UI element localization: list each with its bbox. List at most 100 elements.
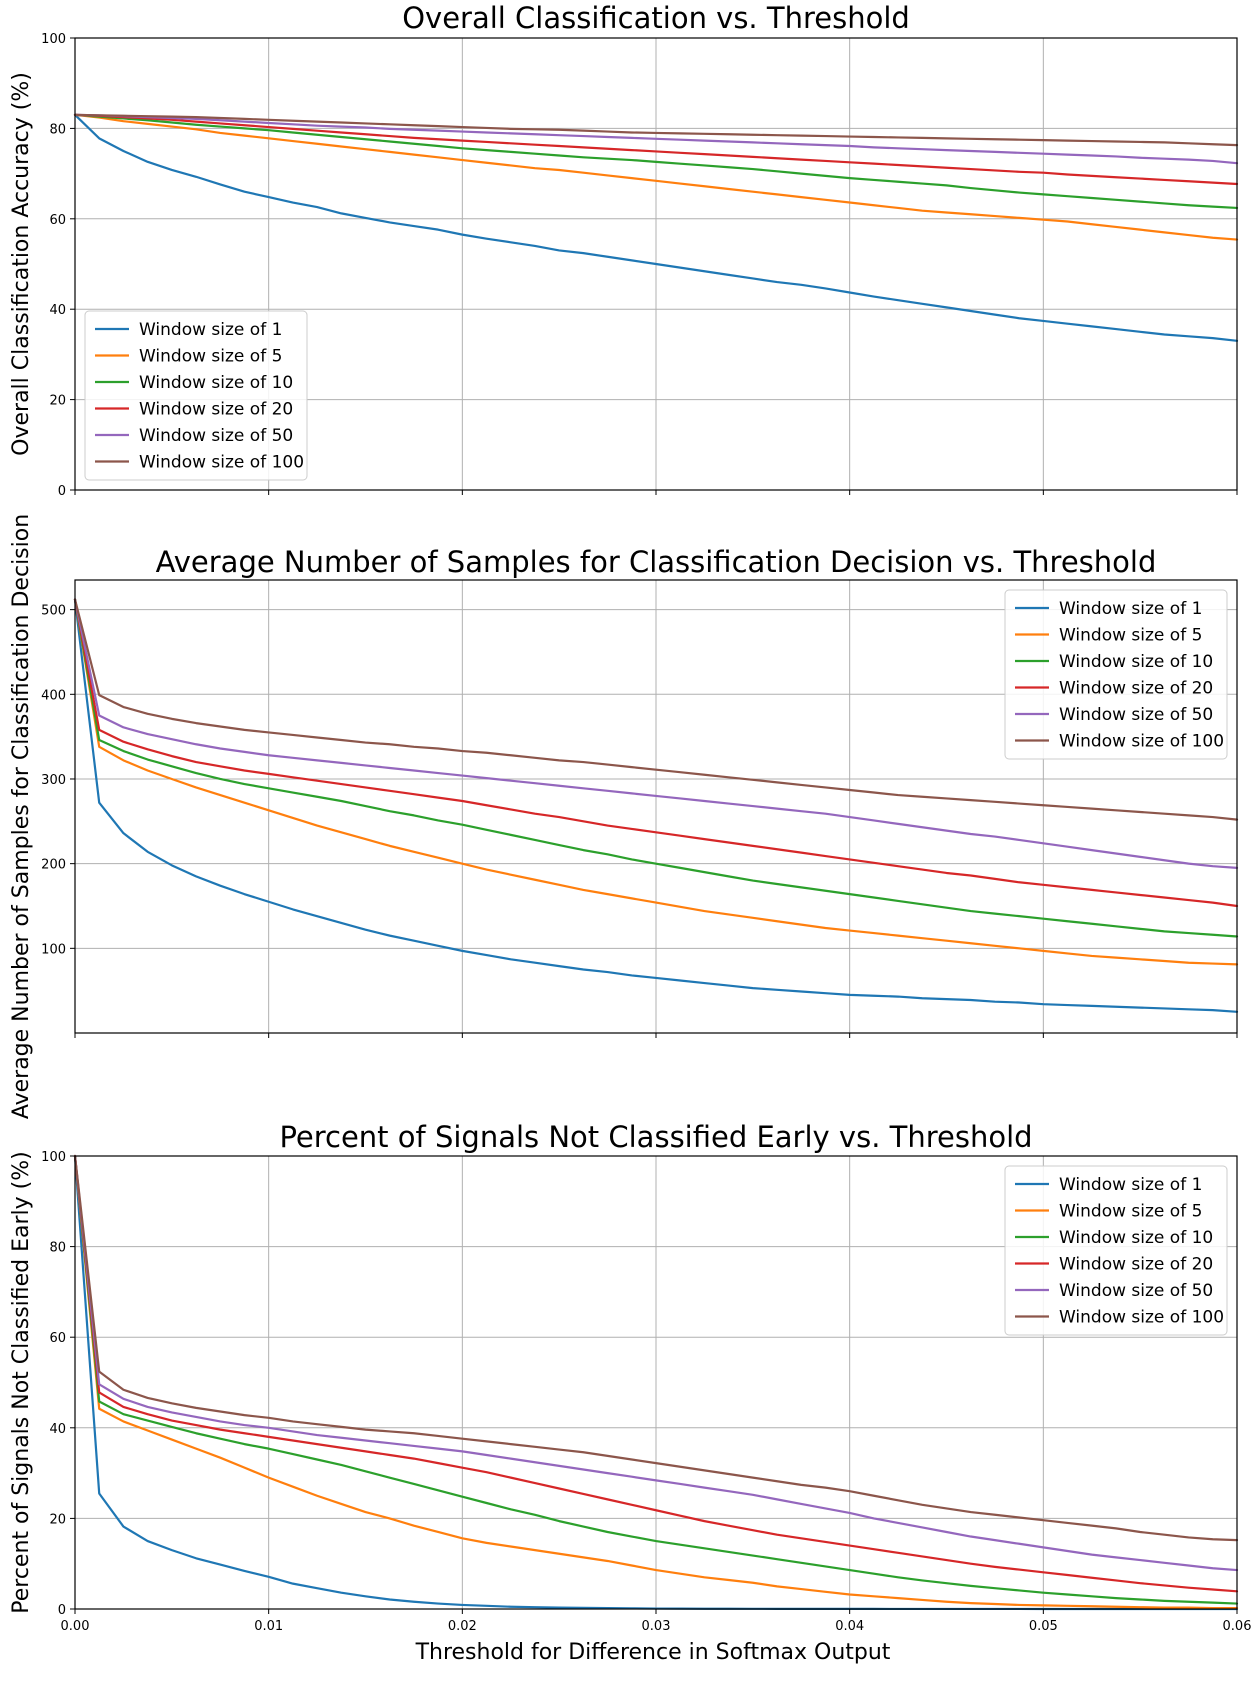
legend-item: Window size of 100	[1015, 732, 1224, 752]
y-tick-label: 300	[41, 773, 66, 788]
series-line-window-size-of-20	[73, 113, 1239, 186]
y-axis: 0 20 40 60 80 100	[41, 32, 75, 499]
y-tick-label: 80	[49, 122, 66, 137]
legend: Window size of 1 Window size of 5 Window s…	[84, 310, 308, 481]
series-line-window-size-of-20	[73, 1154, 1239, 1593]
legend-label: Window size of 1	[139, 320, 282, 340]
series-line-window-size-of-20	[73, 598, 1239, 908]
y-tick-label: 40	[49, 303, 66, 318]
series-line-window-size-of-100	[73, 113, 1239, 147]
legend-item: Window size of 100	[1015, 1308, 1224, 1328]
legend-item: Window size of 50	[1015, 705, 1213, 725]
y-tick-label: 60	[49, 213, 66, 228]
y-tick-label: 40	[49, 1422, 66, 1437]
x-tick-label: 0.06	[1223, 1619, 1252, 1634]
legend-item: Window size of 1	[1015, 599, 1202, 619]
series-line-window-size-of-5	[73, 598, 1239, 966]
legend-label: Window size of 1	[1059, 1175, 1202, 1195]
y-tick-label: 200	[41, 858, 66, 873]
legend-label: Window size of 10	[1059, 652, 1213, 672]
samples-panel: 100 200 300 400 500 Average Number of Samples…	[9, 514, 1239, 1119]
chart-title: Average Number of Samples for Classifica…	[156, 545, 1157, 579]
not-classified-panel: 0.00 0.01 0.02 0.03 0.04 0.05 0.06 0 20 40 60 80 100…	[9, 1120, 1251, 1665]
x-tick-label: 0.01	[254, 1619, 283, 1634]
chart-title: Overall Classification vs. Threshold	[402, 1, 910, 35]
legend-item: Window size of 20	[95, 400, 293, 420]
chart-title: Percent of Signals Not Classified Early …	[279, 1120, 1032, 1154]
legend: Window size of 1 Window size of 5 Window s…	[1004, 589, 1228, 760]
legend-item: Window size of 1	[95, 320, 282, 340]
x-axis-label: Threshold for Difference in Softmax Outp…	[415, 1640, 891, 1665]
series-line-window-size-of-100	[73, 1154, 1239, 1542]
series-lines	[73, 598, 1239, 1013]
legend-item: Window size of 10	[1015, 652, 1213, 672]
legend-label: Window size of 5	[1059, 626, 1202, 646]
legend-item: Window size of 5	[95, 347, 282, 367]
y-tick-label: 500	[41, 604, 66, 619]
series-line-window-size-of-5	[73, 113, 1239, 241]
x-tick-label: 0.00	[61, 1619, 90, 1634]
y-tick-label: 100	[41, 942, 66, 957]
legend-label: Window size of 50	[139, 426, 293, 446]
legend-label: Window size of 20	[139, 400, 293, 420]
legend-label: Window size of 100	[139, 453, 304, 473]
legend-label: Window size of 10	[139, 373, 293, 393]
y-tick-label: 0	[58, 1603, 66, 1618]
series-line-window-size-of-10	[73, 1154, 1239, 1605]
x-tick-label: 0.04	[835, 1619, 864, 1634]
y-tick-label: 400	[41, 688, 66, 703]
legend-item: Window size of 20	[1015, 679, 1213, 699]
y-axis-label: Overall Classification Accuracy (%)	[9, 72, 34, 456]
legend-item: Window size of 10	[1015, 1228, 1213, 1248]
legend-label: Window size of 20	[1059, 679, 1213, 699]
legend: Window size of 1 Window size of 5 Window s…	[1004, 1165, 1228, 1336]
legend-label: Window size of 50	[1059, 1281, 1213, 1301]
series-line-window-size-of-10	[73, 113, 1239, 210]
y-tick-label: 100	[41, 1150, 66, 1165]
legend-label: Window size of 20	[1059, 1255, 1213, 1275]
y-tick-label: 60	[49, 1331, 66, 1346]
y-tick-label: 0	[58, 484, 66, 499]
x-tick-label: 0.02	[448, 1619, 477, 1634]
y-tick-label: 20	[49, 1512, 66, 1527]
y-axis: 0 20 40 60 80 100	[41, 1150, 75, 1618]
x-tick-label: 0.05	[1029, 1619, 1058, 1634]
series-line-window-size-of-1	[73, 598, 1239, 1013]
legend-label: Window size of 5	[1059, 1202, 1202, 1222]
series-line-window-size-of-50	[73, 113, 1239, 165]
legend-label: Window size of 100	[1059, 1308, 1224, 1328]
x-axis	[74, 490, 1238, 495]
legend-item: Window size of 50	[1015, 1281, 1213, 1301]
series-line-window-size-of-10	[73, 598, 1239, 938]
legend-box	[1004, 1165, 1228, 1336]
series-line-window-size-of-1	[73, 113, 1239, 342]
legend-label: Window size of 5	[139, 347, 282, 367]
y-tick-label: 100	[41, 32, 66, 47]
legend-item: Window size of 5	[1015, 1202, 1202, 1222]
legend-label: Window size of 50	[1059, 705, 1213, 725]
legend-label: Window size of 1	[1059, 599, 1202, 619]
y-axis: 100 200 300 400 500	[41, 604, 75, 957]
x-axis: 0.00 0.01 0.02 0.03 0.04 0.05 0.06	[61, 1609, 1252, 1634]
series-line-window-size-of-50	[73, 1154, 1239, 1572]
y-axis-label: Average Number of Samples for Classifica…	[9, 514, 34, 1119]
legend-item: Window size of 50	[95, 426, 293, 446]
accuracy-panel: 0 20 40 60 80 100 Overall Classification vs. T…	[9, 1, 1239, 499]
series-line-window-size-of-100	[73, 598, 1239, 821]
legend-label: Window size of 100	[1059, 732, 1224, 752]
y-axis-label: Percent of Signals Not Classified Early …	[9, 1151, 34, 1614]
y-tick-label: 80	[49, 1241, 66, 1256]
legend-item: Window size of 5	[1015, 626, 1202, 646]
series-line-window-size-of-5	[73, 1154, 1239, 1610]
legend-item: Window size of 10	[95, 373, 293, 393]
legend-box	[84, 310, 308, 481]
x-tick-label: 0.03	[642, 1619, 671, 1634]
legend-item: Window size of 1	[1015, 1175, 1202, 1195]
series-lines	[73, 113, 1239, 342]
legend-label: Window size of 10	[1059, 1228, 1213, 1248]
legend-box	[1004, 589, 1228, 760]
legend-item: Window size of 100	[95, 453, 304, 473]
x-axis	[74, 1033, 1238, 1038]
y-tick-label: 20	[49, 394, 66, 409]
